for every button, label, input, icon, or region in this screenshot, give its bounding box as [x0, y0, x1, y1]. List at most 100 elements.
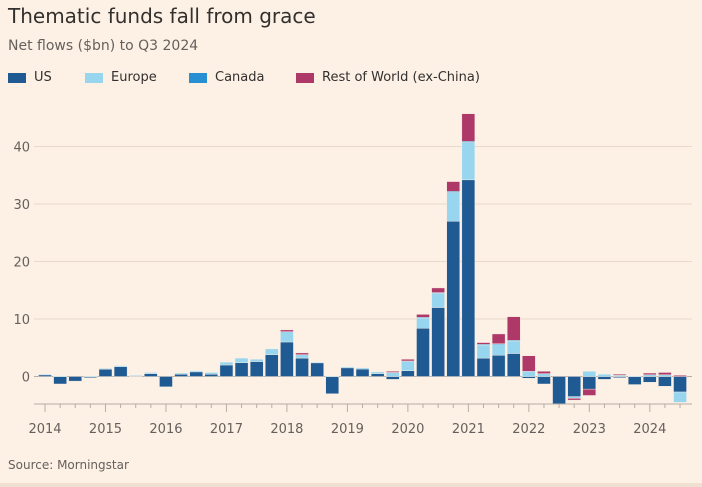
bar-segment [537, 373, 551, 377]
bar-segment [219, 364, 234, 377]
bar-segment [295, 352, 309, 355]
bar-segment [280, 341, 294, 377]
bar-segment [68, 376, 82, 382]
bar-segment [537, 371, 551, 374]
bar-segment [295, 354, 309, 359]
bar-segment [370, 373, 385, 377]
bar-segment [265, 348, 279, 355]
bar-segment [552, 376, 566, 405]
bar-segment [280, 331, 294, 343]
bar-segment [129, 375, 143, 377]
bar-segment [643, 372, 657, 375]
x-tick-label: 2024 [633, 422, 666, 437]
source-note: Source: Morningstar [8, 458, 129, 472]
bar-segment [83, 375, 98, 377]
bar-segment [38, 374, 52, 376]
bar-segment [401, 370, 415, 377]
bar-segment [627, 375, 642, 377]
bar-segment [53, 376, 67, 385]
bar-segment [658, 372, 672, 375]
bar-segment [340, 367, 355, 377]
chart-title: Thematic funds fall from grace [8, 4, 316, 28]
bar-segment [673, 376, 687, 393]
bar-segment [416, 314, 430, 318]
bar-segment [476, 342, 491, 345]
bar-segment [144, 372, 158, 374]
bar-segment [507, 353, 521, 377]
x-tick-label: 2021 [452, 422, 485, 437]
legend-swatch-canada [189, 73, 207, 83]
bar-segment [522, 355, 536, 372]
bottom-rule [0, 483, 702, 487]
bar-segment [310, 361, 324, 364]
bar-segment [159, 376, 173, 388]
x-tick-label: 2023 [573, 422, 606, 437]
bar-segment [491, 355, 506, 377]
bar-segment [476, 344, 491, 359]
bar-segment [234, 357, 249, 363]
bar-segment [461, 142, 476, 181]
bar-segment [431, 292, 445, 308]
bar-segment [204, 372, 219, 375]
bar-segment [612, 374, 627, 376]
bar-segment [53, 375, 67, 377]
bar-segment [98, 368, 113, 370]
bar-segment [446, 192, 460, 222]
bar-segment [431, 287, 445, 293]
legend-label-europe: Europe [111, 70, 157, 85]
bar-segment [673, 391, 687, 403]
y-tick-label: 0 [22, 371, 30, 386]
bar-segment [219, 361, 234, 366]
bar-segment [386, 372, 400, 377]
bar-segment [507, 340, 521, 354]
x-tick-label: 2018 [270, 422, 303, 437]
bar-segment [446, 181, 460, 192]
x-tick-label: 2017 [210, 422, 243, 437]
bar-segment [567, 376, 581, 397]
bar-segment [280, 329, 294, 332]
bar-segment [98, 368, 113, 377]
x-tick-label: 2019 [331, 422, 364, 437]
bar-segment [582, 371, 597, 377]
legend-swatch-rest-of-world [296, 73, 314, 83]
legend-swatch-us [8, 73, 26, 83]
bar-segment [461, 113, 476, 142]
bar-segment [325, 375, 339, 377]
bar-segment [174, 372, 188, 375]
bar-segment [113, 365, 128, 367]
bar-segment [355, 368, 370, 377]
bar-segment [355, 367, 370, 370]
bar-segment [507, 316, 521, 341]
bar-segment [174, 374, 188, 377]
x-tick-label: 2020 [391, 422, 424, 437]
y-tick-label: 30 [13, 198, 30, 213]
bar-segment [476, 357, 491, 377]
bar-segment [340, 366, 355, 369]
bar-segment [325, 376, 339, 394]
bar-segment [643, 376, 657, 383]
x-tick-label: 2022 [512, 422, 545, 437]
bar-segment [522, 371, 536, 377]
bar-segment [249, 359, 264, 362]
bar-segment [386, 371, 400, 373]
bar-segment [522, 376, 536, 379]
bar-segment [491, 344, 506, 356]
bar-segment [461, 179, 476, 377]
legend-swatch-europe [85, 73, 103, 83]
legend-label-us: US [34, 70, 52, 85]
bar-segment [295, 357, 309, 377]
y-tick-label: 20 [13, 256, 30, 271]
bar-segment [370, 371, 385, 374]
bar-segment [234, 362, 249, 377]
bar-segment [597, 376, 612, 380]
chart-subtitle: Net flows ($bn) to Q3 2024 [8, 38, 199, 54]
bar-segment [416, 328, 430, 377]
bar-segment [204, 374, 219, 377]
bar-segment [431, 307, 445, 377]
bar-segment [189, 370, 203, 373]
bar-segment [249, 361, 264, 377]
bar-segment [597, 374, 612, 377]
bar-segment [386, 376, 400, 380]
x-tick-label: 2015 [89, 422, 122, 437]
